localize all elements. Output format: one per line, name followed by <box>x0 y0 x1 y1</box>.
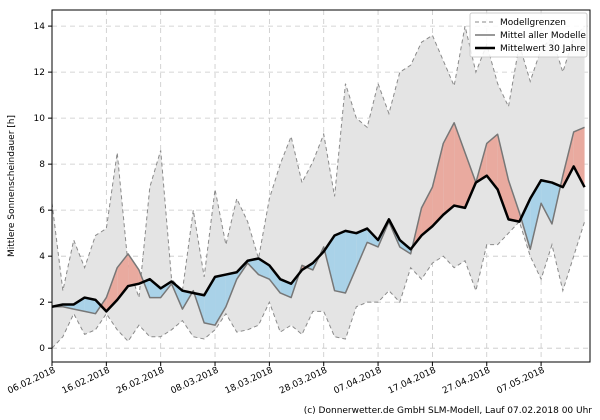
x-tick-label: 17.04.2018 <box>387 366 438 397</box>
y-tick-label: 4 <box>39 252 45 262</box>
y-tick-label: 12 <box>34 68 45 78</box>
anomaly-fill <box>215 274 226 326</box>
series-line <box>51 165 586 313</box>
anomaly-fill <box>128 253 139 287</box>
x-tick-label: 18.03.2018 <box>224 366 275 397</box>
x-tick-label: 08.03.2018 <box>169 366 220 397</box>
plot-frame <box>51 9 591 363</box>
anomaly-fill <box>324 235 335 291</box>
x-tick-label: 26.02.2018 <box>115 366 166 397</box>
anomaly-fill <box>454 122 466 208</box>
footer: (c) Donnerwetter.de GmbH SLM-Modell, Lau… <box>304 406 593 416</box>
y-tick-label: 6 <box>39 206 45 216</box>
band-lower <box>51 220 586 349</box>
anomaly-fill <box>521 198 531 250</box>
x-tick-label: 28.03.2018 <box>278 366 329 397</box>
anomaly-fill <box>334 230 346 293</box>
x-tick-label: 06.02.2018 <box>6 366 57 397</box>
x-tick-label: 16.02.2018 <box>61 366 112 397</box>
anomaly-fill <box>356 228 368 268</box>
anomaly-fill <box>345 230 357 293</box>
x-tick-label: 27.04.2018 <box>441 366 492 397</box>
x-tick-label: 07.05.2018 <box>495 366 546 397</box>
anomaly-fill <box>541 180 552 224</box>
anomaly-fill <box>100 297 107 312</box>
anomaly-fill <box>530 180 542 250</box>
anomaly-fill <box>204 276 216 326</box>
y-tick-label: 10 <box>34 114 46 124</box>
anomaly-fill <box>149 279 161 298</box>
y-tick-label: 2 <box>39 298 45 308</box>
band-fill <box>52 26 585 349</box>
anomaly-fill <box>465 152 476 208</box>
anomaly-fill <box>84 297 96 314</box>
anomaly-fill <box>443 122 455 215</box>
anomaly-fill <box>73 297 85 312</box>
anomaly-fill <box>497 134 509 220</box>
y-tick-label: 0 <box>39 344 45 354</box>
legend-box <box>469 12 588 58</box>
anomaly-fill <box>432 143 444 227</box>
legend-label: Mittel aller Modelle <box>500 31 586 41</box>
x-tick-label: 07.04.2018 <box>332 366 383 397</box>
anomaly-fill <box>421 187 433 236</box>
anomaly-fill <box>247 258 259 275</box>
anomaly-fill <box>269 265 281 293</box>
legend-label: Modellgrenzen <box>500 18 566 28</box>
anomaly-fill <box>573 127 585 188</box>
legend-label: Mittelwert 30 Jahre <box>500 44 586 54</box>
anomaly-fill <box>106 267 118 312</box>
y-tick-label: 8 <box>39 160 45 170</box>
anomaly-fill <box>486 134 498 190</box>
anomaly-fill <box>95 299 101 314</box>
y-tick-label: 14 <box>34 22 46 32</box>
y-axis-label: Mittlere Sonnenscheindauer [h] <box>7 115 17 257</box>
